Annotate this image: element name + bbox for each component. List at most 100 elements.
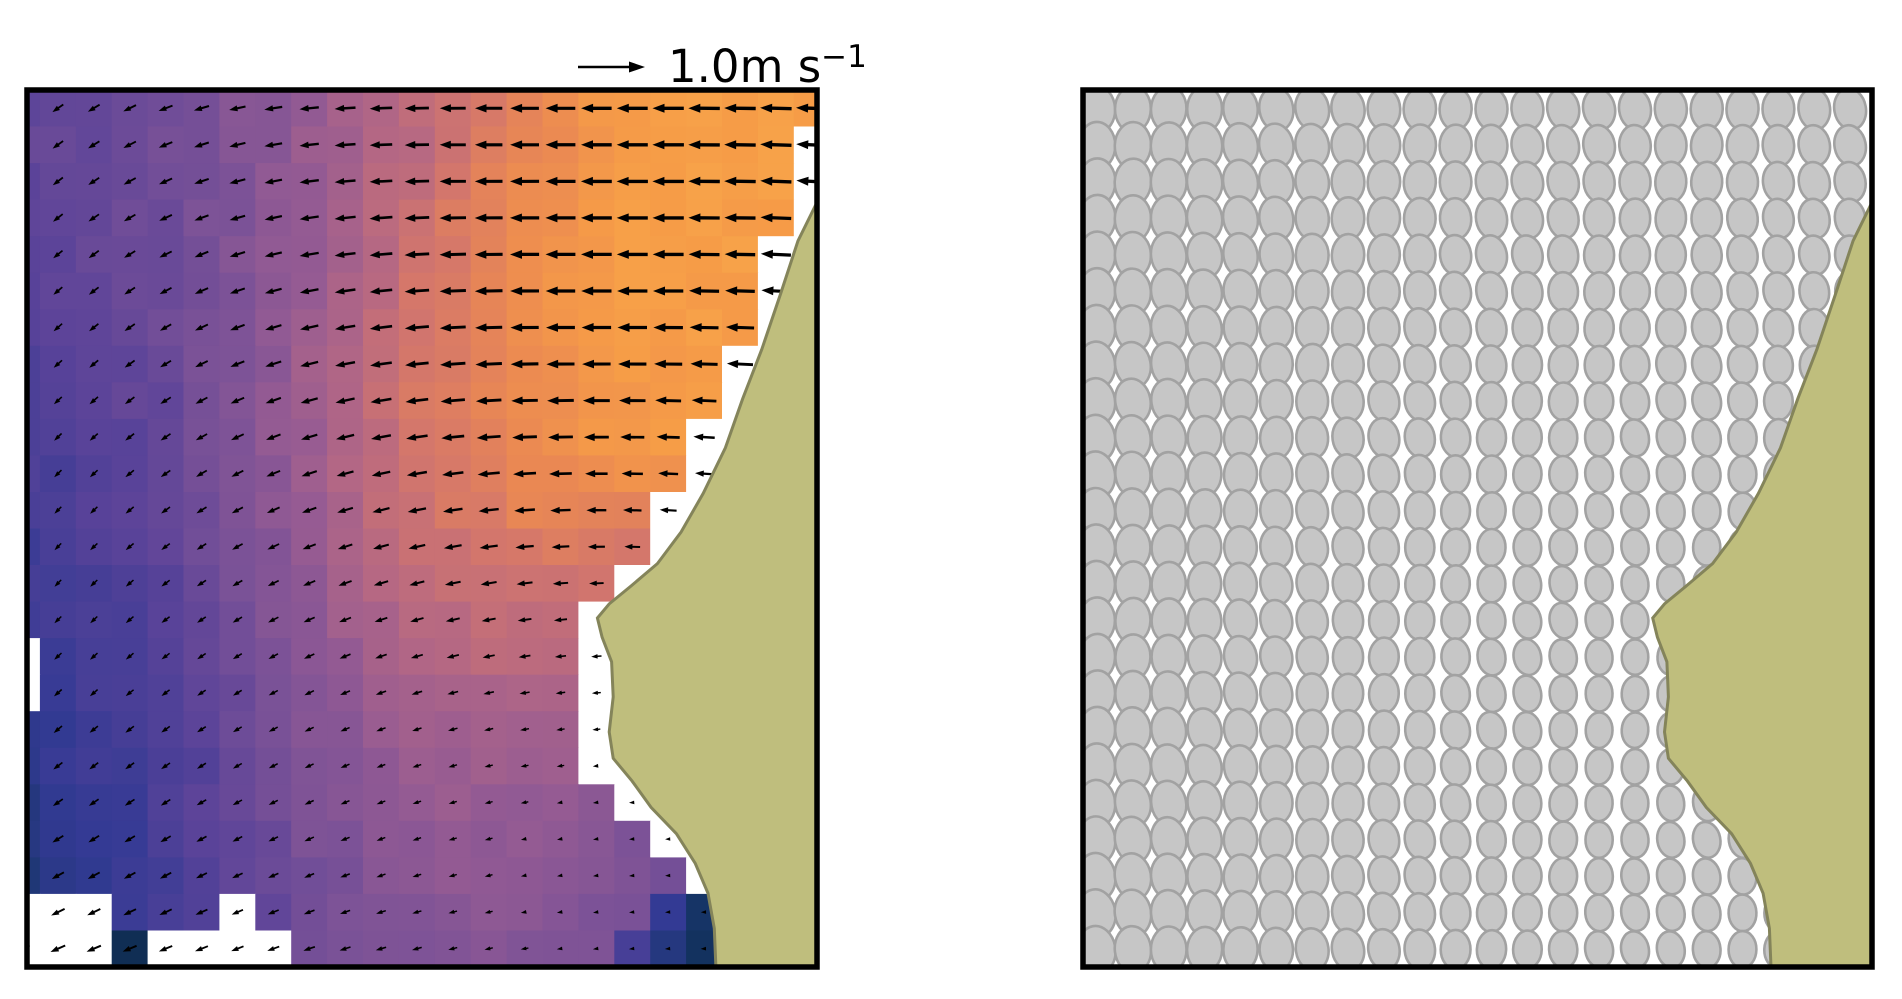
quiver-arrow-head [54, 471, 61, 478]
variance-ellipse [1367, 453, 1401, 496]
quiver-arrow-head [124, 251, 132, 258]
quiver-arrow-head [89, 325, 96, 332]
quiver-arrow-head [446, 653, 455, 659]
quiver-arrow-head [478, 506, 489, 514]
quiver-arrow-head [232, 836, 240, 842]
quiver-arrow-head [616, 140, 629, 150]
heatmap-cell [27, 345, 41, 383]
heatmap-cell [27, 893, 41, 931]
quiver-arrow-head [159, 251, 168, 258]
quiver-arrow-head [369, 287, 381, 295]
quiver-arrow-head [442, 470, 453, 478]
quiver-arrow-head [335, 397, 346, 404]
quiver-arrow-head [158, 142, 167, 148]
quiver-arrow-head [53, 288, 61, 295]
quiver-arrow-head [448, 763, 455, 768]
variance-ellipse [1584, 747, 1614, 786]
quiver-arrow-head [474, 140, 487, 150]
quiver-arrow-head [125, 727, 132, 733]
quiver-arrow-head [474, 250, 487, 259]
variance-ellipse [1367, 599, 1401, 642]
quiver-arrow-head [195, 946, 203, 952]
variance-ellipse [1512, 674, 1543, 714]
quiver-arrow-head [550, 506, 560, 514]
variance-ellipse [1691, 418, 1723, 458]
variance-ellipse [1619, 930, 1651, 967]
quiver-arrow-head [581, 103, 594, 113]
quiver-arrow-head [335, 360, 345, 368]
quiver-arrow-head [545, 286, 558, 296]
quiver-arrow-head [589, 580, 597, 586]
quiver-key-label-main: 1.0m s [668, 40, 821, 93]
variance-ellipse [1583, 381, 1615, 422]
quiver-arrow-head [700, 946, 707, 951]
variance-ellipse [1331, 781, 1365, 825]
quiver-arrow-head [159, 909, 168, 915]
variance-ellipse [1655, 381, 1687, 422]
quiver-arrow-head [194, 215, 203, 221]
quiver-arrow-head [334, 178, 345, 185]
quiver-arrow-head [440, 396, 452, 405]
variance-ellipse [1547, 381, 1579, 422]
quiver-arrow-head [161, 763, 168, 770]
variance-ellipse [1439, 490, 1472, 532]
quiver-arrow-head [629, 800, 635, 805]
quiver-arrow-head [376, 800, 383, 805]
quiver-arrow-head [554, 654, 562, 659]
variance-ellipse [1691, 893, 1722, 933]
variance-ellipse [1367, 782, 1401, 825]
quiver-arrow-head [618, 359, 630, 369]
quiver-arrow-head [583, 433, 595, 442]
variance-ellipse [1475, 928, 1508, 967]
variance-ellipse [1439, 710, 1472, 751]
heatmap-cell [27, 857, 41, 895]
quiver-arrow-head [89, 434, 97, 441]
quiver-arrow-head [448, 946, 455, 951]
quiver-arrow-head [267, 580, 276, 586]
quiver-arrow-head [161, 653, 168, 660]
quiver-arrow-head [369, 214, 380, 222]
variance-ellipse [1512, 564, 1543, 604]
quiver-arrow-head [51, 909, 60, 916]
quiver-arrow-head [54, 544, 61, 551]
quiver-arrow-head [18, 398, 24, 404]
quiver-arrow-head [439, 286, 451, 296]
quiver-arrow-head [475, 360, 487, 369]
variance-ellipse [1403, 490, 1436, 532]
variance-ellipse [1689, 123, 1724, 168]
quiver-arrow-head [299, 251, 310, 258]
quiver-arrow-head [412, 946, 419, 951]
quiver-arrow-head [231, 507, 240, 514]
quiver-arrow-head [475, 323, 487, 332]
heatmap-cell [27, 272, 41, 310]
variance-ellipse [1548, 820, 1579, 860]
quiver-arrow-head [89, 763, 96, 770]
quiver-arrow-head [616, 176, 629, 186]
variance-ellipse [1653, 160, 1688, 204]
quiver-arrow-head [195, 434, 204, 441]
variance-ellipse [1548, 710, 1579, 750]
quiver-arrow-head [233, 726, 240, 733]
quiver-arrow-head [266, 434, 275, 440]
quiver-arrow-head [479, 543, 489, 550]
quiver-arrow-head [665, 910, 671, 914]
quiver-arrow-head [514, 506, 524, 514]
quiver-arrow-head [304, 690, 312, 696]
quiver-arrow-head [724, 140, 737, 150]
quiver-arrow-head [231, 471, 240, 477]
quiver-arrow-head [656, 433, 667, 441]
variance-ellipse [1403, 600, 1436, 641]
quiver-arrow-head [592, 800, 599, 805]
variance-ellipse [1547, 893, 1579, 933]
quiver-arrow-head [474, 213, 487, 223]
quiver-arrow-head [545, 140, 558, 150]
quiver-arrow-head [267, 946, 275, 951]
quiver-arrow-head [160, 434, 168, 441]
variance-ellipse [1439, 307, 1473, 350]
variance-ellipse [1548, 638, 1579, 677]
quiver-arrow-head [369, 141, 380, 149]
quiver-arrow-head [480, 580, 490, 587]
variance-ellipse [1620, 601, 1650, 640]
quiver-arrow-head [268, 763, 276, 769]
variance-ellipse [1438, 160, 1473, 205]
